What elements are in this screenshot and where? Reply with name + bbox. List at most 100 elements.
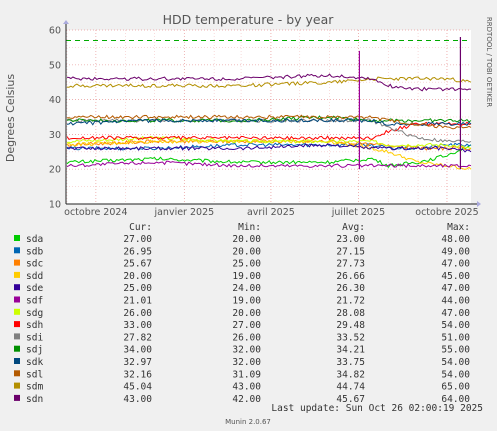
- legend-header-max: Max:: [447, 222, 470, 233]
- legend-cur: 33.00: [123, 320, 152, 331]
- legend-cur: 25.67: [123, 259, 152, 270]
- legend-avg: 26.66: [336, 271, 365, 282]
- legend-max: 48.00: [441, 234, 470, 245]
- legend-swatch-sdi: [14, 333, 20, 340]
- legend-max: 45.00: [441, 271, 470, 282]
- legend-min: 20.00: [232, 308, 261, 319]
- legend-cur: 26.95: [123, 246, 152, 257]
- legend-avg: 33.75: [336, 357, 365, 368]
- y-tick-label: 20: [49, 165, 61, 176]
- legend-max: 55.00: [441, 345, 470, 356]
- x-tick-label: janvier 2025: [153, 207, 214, 218]
- y-tick-label: 60: [49, 26, 61, 37]
- x-tick-label: octobre 2024: [64, 207, 127, 218]
- series-line-sdh: [66, 121, 472, 141]
- legend-avg: 27.15: [336, 246, 365, 257]
- legend-max: 54.00: [441, 320, 470, 331]
- series-line-sdg: [66, 135, 472, 149]
- legend-cur: 45.04: [123, 382, 152, 393]
- legend-swatch-sdj: [14, 345, 20, 352]
- x-axis-arrow: [477, 201, 481, 207]
- legend-name: sdc: [26, 259, 43, 270]
- legend-name: sdi: [26, 332, 43, 343]
- legend-avg: 26.30: [336, 283, 365, 294]
- legend-cur: 26.00: [123, 308, 152, 319]
- legend-header-avg: Avg:: [342, 222, 365, 233]
- legend-swatch-sdk: [14, 358, 20, 364]
- legend-max: 64.00: [441, 394, 470, 405]
- series-line-sdf: [66, 160, 472, 169]
- legend-cur: 32.97: [123, 357, 152, 368]
- legend-cur: 27.00: [123, 234, 152, 245]
- x-tick-label: juillet 2025: [331, 207, 385, 218]
- series-line-sdn: [66, 73, 472, 92]
- legend-swatch-sdc: [14, 259, 20, 266]
- legend-name: sde: [26, 283, 43, 294]
- legend-min: 19.00: [232, 296, 261, 307]
- legend-avg: 44.74: [336, 382, 365, 393]
- legend-cur: 32.16: [123, 369, 152, 380]
- legend-max: 54.00: [441, 357, 470, 368]
- y-tick-label: 30: [49, 130, 61, 141]
- legend-name: sdb: [26, 246, 43, 257]
- legend-avg: 27.73: [336, 259, 365, 270]
- legend-cur: 27.82: [123, 332, 152, 343]
- legend-min: 42.00: [232, 394, 261, 405]
- series-lines: [66, 36, 472, 170]
- legend-avg: 28.08: [336, 308, 365, 319]
- legend-swatch-sdm: [14, 382, 20, 389]
- legend-max: 47.00: [441, 283, 470, 294]
- legend-swatch-sdh: [14, 321, 20, 328]
- legend-min: 26.00: [232, 332, 261, 343]
- legend-swatch-sdd: [14, 271, 20, 278]
- legend-name: sdj: [26, 345, 43, 356]
- y-axis-arrow: [63, 20, 69, 24]
- legend-swatch-sdl: [14, 370, 20, 377]
- legend-cur: 20.00: [123, 271, 152, 282]
- legend-swatch-sdb: [14, 247, 20, 254]
- rrdtool-label: RRDTOOL / TOBI OETIKER: [485, 17, 493, 107]
- legend-min: 25.00: [232, 259, 261, 270]
- series-line-sdl: [66, 114, 472, 130]
- legend-cur: 34.00: [123, 345, 152, 356]
- chart-title: HDD temperature - by year: [163, 12, 335, 27]
- legend-min: 20.00: [232, 234, 261, 245]
- legend-min: 24.00: [232, 283, 261, 294]
- legend-name: sda: [26, 234, 43, 245]
- legend-cur: 21.01: [123, 296, 152, 307]
- legend-swatch-sdn: [14, 394, 20, 401]
- y-tick-label: 50: [49, 60, 61, 71]
- legend-min: 20.00: [232, 246, 261, 257]
- legend-cur: 25.00: [123, 283, 152, 294]
- legend-avg: 45.67: [336, 394, 365, 405]
- legend-max: 65.00: [441, 382, 470, 393]
- legend-avg: 29.48: [336, 320, 365, 331]
- series-line-sdj: [66, 115, 472, 123]
- axes: [63, 20, 481, 207]
- legend-min: 31.09: [232, 369, 261, 380]
- y-axis-label: Degrees Celsius: [4, 74, 17, 163]
- legend-avg: 33.52: [336, 332, 365, 343]
- legend-name: sdk: [26, 357, 43, 368]
- legend-swatch-sdf: [14, 296, 20, 303]
- grid: [66, 29, 471, 205]
- last-update: Last update: Sun Oct 26 02:00:19 2025: [271, 403, 483, 414]
- x-tick-labels: octobre 2024 janvier 2025 avril 2025 juille…: [64, 207, 478, 218]
- legend-cur: 43.00: [123, 394, 152, 405]
- legend-name: sdg: [26, 308, 43, 319]
- legend-name: sdh: [26, 320, 43, 331]
- series-line-sdm: [66, 76, 472, 88]
- x-tick-label: octobre 2025: [415, 207, 478, 218]
- legend-avg: 34.21: [336, 345, 365, 356]
- legend-swatch-sde: [14, 284, 20, 291]
- legend-avg: 34.82: [336, 369, 365, 380]
- legend-name: sdd: [26, 271, 43, 282]
- legend-min: 43.00: [232, 382, 261, 393]
- legend-swatch-sdg: [14, 308, 20, 315]
- series-line-sdd: [66, 138, 472, 170]
- series-line-sde: [66, 143, 472, 153]
- munin-version: Munin 2.0.67: [225, 418, 271, 426]
- series-line-sda: [66, 144, 472, 169]
